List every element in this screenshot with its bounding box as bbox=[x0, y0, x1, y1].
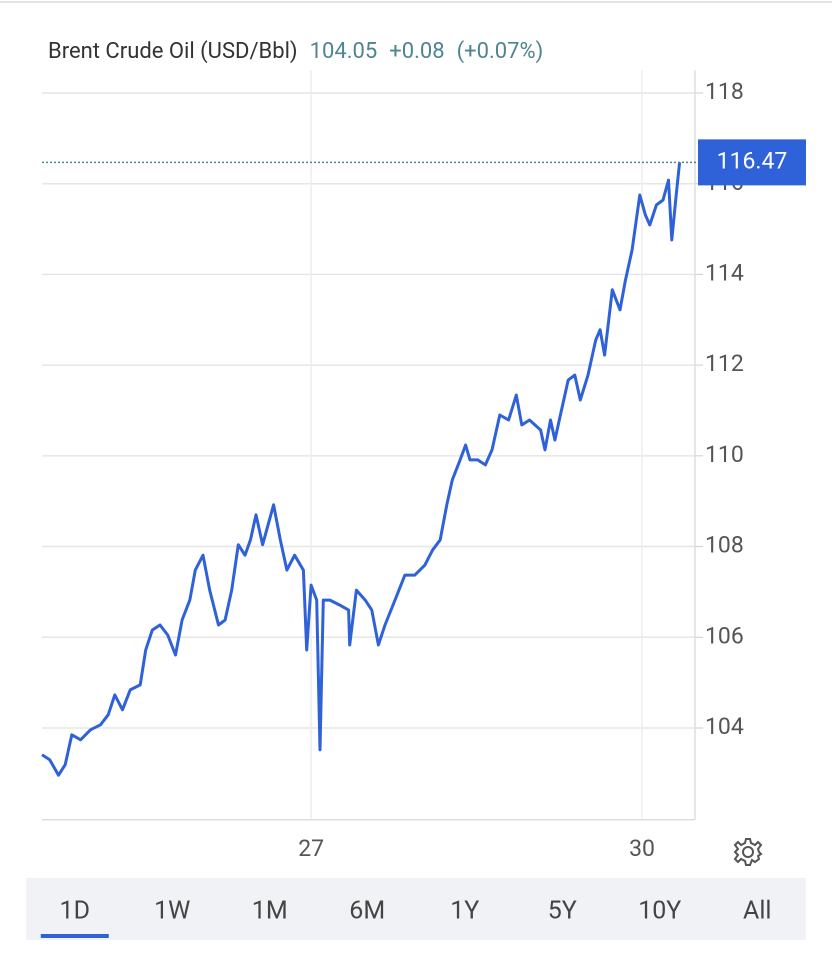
range-bar bbox=[26, 878, 806, 940]
range-tab[interactable]: 5Y bbox=[548, 897, 577, 926]
range-tab[interactable]: 1D bbox=[60, 897, 90, 926]
price-line bbox=[41, 162, 682, 777]
y-tick-label: 104 bbox=[705, 713, 744, 740]
x-tick-label: 30 bbox=[629, 835, 655, 862]
y-tick-label: 112 bbox=[705, 350, 744, 377]
y-tick-label: 114 bbox=[705, 259, 744, 286]
y-tick-label: 118 bbox=[705, 78, 744, 105]
y-tick-label: 110 bbox=[705, 441, 744, 468]
range-tab[interactable]: All bbox=[743, 897, 771, 926]
quote-change-pct: (+0.07%) bbox=[457, 39, 544, 64]
range-tab[interactable]: 1W bbox=[154, 897, 190, 926]
quote-last: 104.05 bbox=[310, 39, 378, 64]
range-underline bbox=[40, 934, 109, 938]
settings-icon[interactable] bbox=[733, 838, 763, 866]
last-price-label: 116.47 bbox=[717, 147, 788, 174]
quote-change: +0.08 bbox=[389, 39, 444, 64]
last-price-box bbox=[698, 139, 806, 186]
range-tab[interactable]: 1M bbox=[252, 897, 288, 926]
chart-title: Brent Crude Oil (USD/Bbl) bbox=[48, 39, 298, 64]
x-tick-label: 27 bbox=[298, 835, 324, 862]
range-tab[interactable]: 10Y bbox=[638, 897, 681, 926]
range-tab[interactable]: 6M bbox=[349, 897, 385, 926]
y-tick-label: 106 bbox=[705, 622, 744, 649]
y-tick-label: 108 bbox=[705, 532, 744, 559]
range-tab[interactable]: 1Y bbox=[450, 897, 479, 926]
